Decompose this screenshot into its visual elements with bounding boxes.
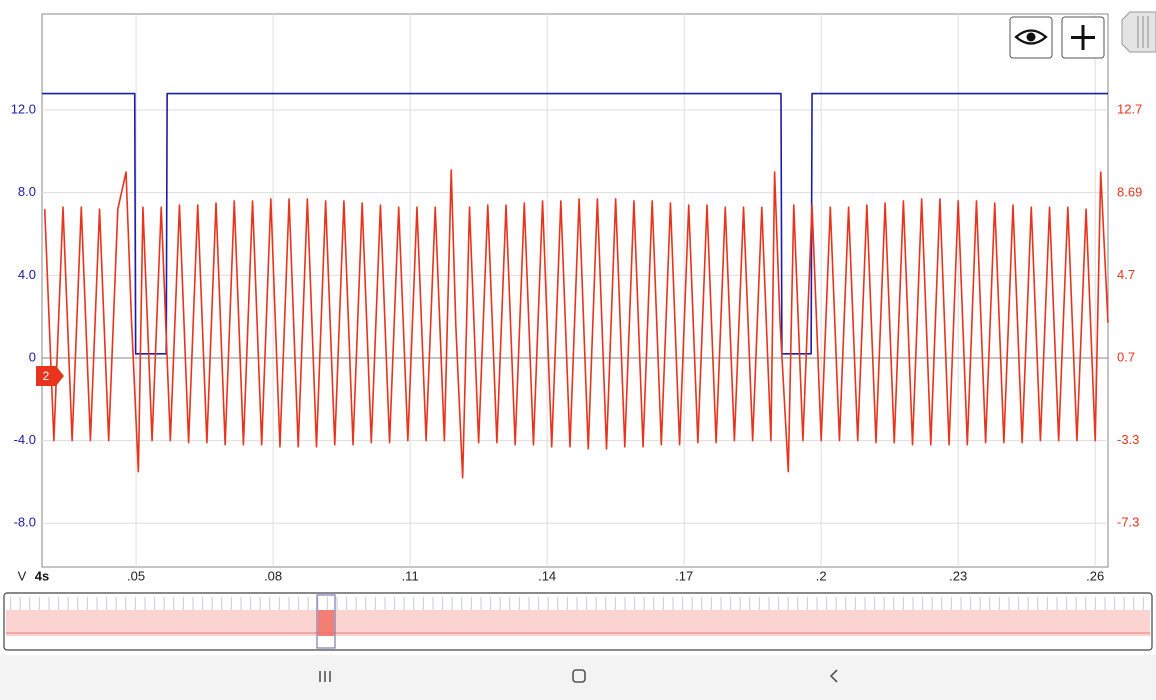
x-tick-label: .2 bbox=[816, 568, 827, 583]
x-tick-label: .23 bbox=[949, 568, 967, 583]
overview-ticks bbox=[6, 597, 1150, 610]
recents-button[interactable] bbox=[319, 671, 331, 682]
overview-window-fill bbox=[318, 610, 334, 636]
y-tick-label: -8.0 bbox=[14, 515, 36, 530]
y2-tick-label: -7.3 bbox=[1117, 515, 1139, 530]
add-button[interactable] bbox=[1061, 16, 1105, 59]
y2-tick-label: 0.7 bbox=[1117, 349, 1135, 364]
y2-tick-label: 4.7 bbox=[1117, 267, 1135, 282]
nav-bar bbox=[0, 655, 1156, 700]
x-tick-label: .05 bbox=[127, 568, 145, 583]
x-tick-label: .17 bbox=[675, 568, 693, 583]
time-base-label[interactable]: 4s bbox=[35, 568, 49, 583]
y2-tick-label: -3.3 bbox=[1117, 432, 1139, 447]
y-tick-label: 4.0 bbox=[18, 267, 36, 282]
eye-pupil bbox=[1026, 32, 1036, 42]
y-unit-label: V bbox=[18, 568, 27, 583]
plus-icon bbox=[1071, 25, 1095, 50]
eye-icon bbox=[1014, 29, 1048, 45]
channel-marker[interactable] bbox=[36, 366, 64, 386]
back-button[interactable] bbox=[829, 669, 838, 683]
y-tick-label: 0 bbox=[29, 349, 36, 364]
handle-grip bbox=[1137, 16, 1149, 48]
y-tick-label: -4.0 bbox=[14, 432, 36, 447]
grid-layer bbox=[42, 14, 1108, 567]
side-handle[interactable] bbox=[1121, 11, 1156, 53]
x-tick-label: .08 bbox=[264, 568, 282, 583]
y2-tick-label: 12.7 bbox=[1117, 101, 1142, 116]
trace-layer bbox=[42, 92, 1109, 479]
y-tick-label: 8.0 bbox=[18, 184, 36, 199]
eye-button[interactable] bbox=[1009, 16, 1053, 59]
side-handle-tab[interactable] bbox=[1121, 11, 1156, 53]
x-tick-label: .26 bbox=[1086, 568, 1104, 583]
overview-strip[interactable] bbox=[3, 592, 1153, 651]
x-tick-label: .11 bbox=[402, 568, 419, 583]
overview-window[interactable] bbox=[316, 594, 336, 649]
y2-tick-label: 8.69 bbox=[1117, 184, 1142, 199]
overview-trace bbox=[6, 610, 1150, 636]
home-button[interactable] bbox=[572, 669, 586, 683]
channel-marker-label: 2 bbox=[43, 369, 50, 383]
x-tick-label: .14 bbox=[538, 568, 556, 583]
trace bbox=[43, 169, 1109, 479]
y-tick-label: 12.0 bbox=[11, 101, 36, 116]
